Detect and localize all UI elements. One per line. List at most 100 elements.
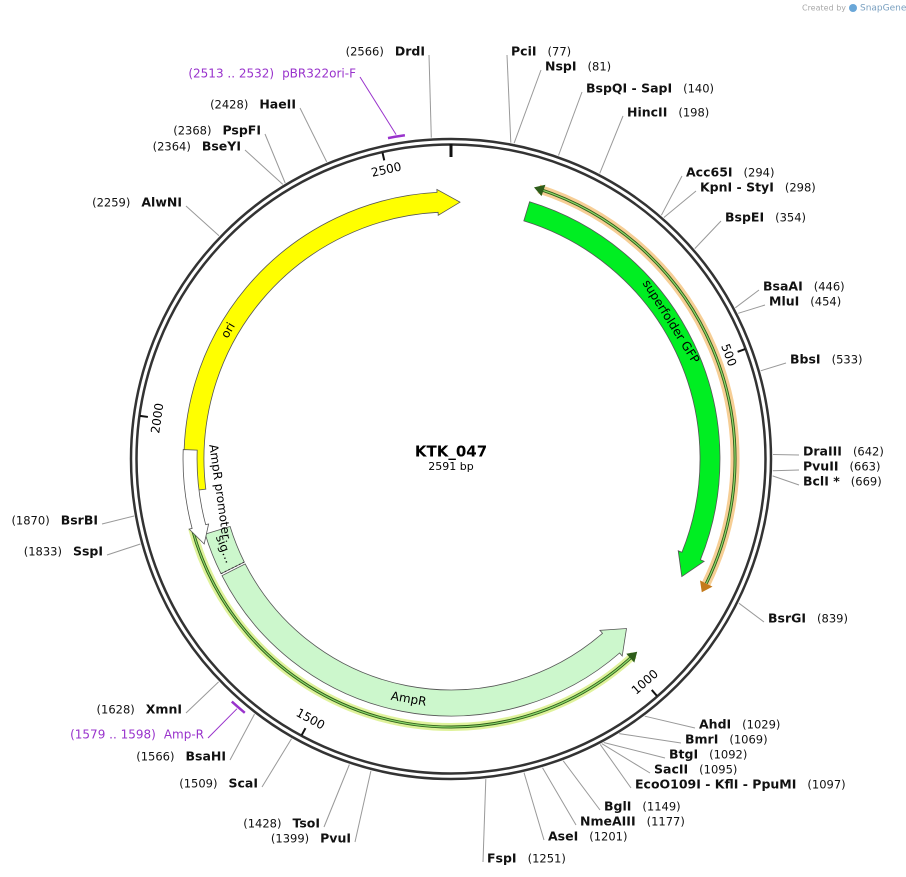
site-position: (1833)	[24, 545, 62, 559]
site-line	[229, 713, 255, 761]
scale-tick	[737, 348, 746, 353]
primer-name: Amp-R	[164, 728, 204, 742]
site-name: FspI	[487, 851, 517, 866]
feature-arrow	[221, 563, 627, 717]
site-line	[734, 289, 760, 309]
site-position: (2364)	[153, 140, 191, 154]
scale-tick	[300, 727, 307, 736]
site-position: (2428)	[210, 98, 248, 112]
site-position: (1029)	[742, 718, 780, 732]
site-position: (1628)	[97, 703, 135, 717]
site-line	[261, 738, 292, 788]
orf-line-inner	[538, 188, 736, 584]
site-name: AlwNI	[141, 195, 182, 210]
site-position: (1399)	[271, 832, 309, 846]
site-line	[513, 69, 542, 144]
site-position: (298)	[785, 181, 816, 195]
primer-line	[207, 708, 238, 739]
site-position: (663)	[850, 460, 881, 474]
site-name: NmeAIII	[580, 814, 636, 829]
feature-label: superfolder GFP	[640, 277, 703, 366]
scale-label: 2500	[370, 159, 403, 179]
site-name: AseI	[548, 829, 578, 844]
site-position: (1201)	[589, 830, 627, 844]
site-line	[619, 733, 682, 744]
site-line	[101, 515, 135, 525]
credit: Created by	[802, 4, 846, 13]
site-position: (354)	[775, 211, 806, 225]
site-name: MluI	[769, 294, 799, 309]
site-line	[738, 304, 766, 314]
site-position: (1149)	[642, 800, 680, 814]
site-name: TsoI	[292, 816, 320, 831]
site-name: BspEI	[725, 210, 764, 225]
site-name: BglI	[604, 799, 631, 814]
scale-tick	[381, 152, 386, 161]
site-name: BsrBI	[61, 513, 98, 528]
site-name: ScaI	[229, 776, 259, 791]
feature-arrow	[523, 201, 721, 578]
plasmid-name: KTK_047	[415, 443, 487, 461]
site-line	[599, 744, 632, 789]
site-name: BsaAI	[763, 279, 803, 294]
scale-label: 2000	[148, 402, 166, 434]
scale-tick	[650, 689, 658, 697]
site-line	[523, 772, 545, 841]
site-name: BspQI - SapI	[586, 81, 672, 96]
site-name: PvuI	[320, 831, 351, 846]
site-position: (1177)	[647, 815, 685, 829]
orf-end	[700, 580, 713, 593]
site-name: BclI *	[803, 474, 840, 489]
site-name: BbsI	[790, 352, 821, 367]
site-line	[354, 770, 372, 843]
site-position: (1092)	[709, 748, 747, 762]
primer-line	[359, 76, 397, 135]
site-name: AhdI	[699, 717, 731, 732]
site-name: BseYI	[202, 139, 241, 154]
site-line	[299, 107, 328, 163]
site-position: (77)	[548, 45, 572, 59]
site-name: BmrI	[685, 732, 718, 747]
site-line	[603, 742, 666, 759]
site-line	[506, 54, 512, 143]
scale-label: 1000	[629, 667, 661, 698]
site-line	[562, 760, 601, 811]
backbone-outer	[129, 137, 773, 781]
site-position: (533)	[832, 353, 863, 367]
site-position: (1095)	[699, 763, 737, 777]
site-line	[738, 602, 765, 623]
site-name: HaeII	[259, 97, 296, 112]
site-line	[644, 715, 696, 729]
site-position: (1097)	[807, 778, 845, 792]
site-line	[323, 764, 350, 828]
feature-label: AmpR	[390, 689, 428, 709]
scale-label: 1500	[294, 706, 328, 733]
site-line	[760, 362, 787, 372]
site-name: SspI	[73, 544, 103, 559]
site-position: (1428)	[243, 817, 281, 831]
primer-mark	[387, 134, 406, 140]
ampr-line-inner	[191, 528, 635, 728]
feature-arrow	[204, 526, 245, 575]
site-name: HincII	[627, 105, 667, 120]
orf-start	[534, 184, 546, 197]
site-name: PspFI	[222, 123, 261, 138]
site-name: PciI	[511, 44, 537, 59]
site-position: (454)	[810, 295, 841, 309]
site-name: NspI	[545, 59, 577, 74]
sig-divider	[220, 561, 245, 575]
site-line	[694, 220, 722, 249]
feature-arrow	[183, 188, 461, 492]
site-position: (1251)	[528, 852, 566, 866]
site-line	[663, 190, 697, 218]
scale-tick	[139, 414, 149, 418]
site-line	[264, 133, 286, 184]
site-line	[599, 115, 624, 174]
site-position: (839)	[817, 612, 848, 626]
site-position: (446)	[814, 280, 845, 294]
site-position: (642)	[853, 445, 884, 459]
feature-label: ori	[218, 320, 238, 341]
site-position: (1509)	[179, 777, 217, 791]
site-position: (2259)	[92, 196, 130, 210]
